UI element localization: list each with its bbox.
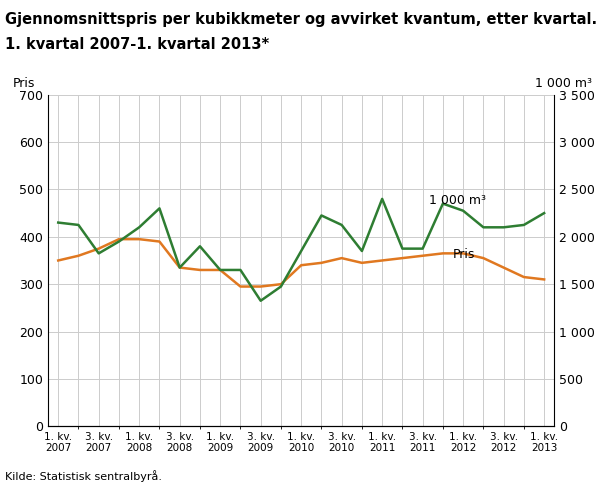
- Text: 1 000 m³: 1 000 m³: [535, 77, 592, 90]
- Text: 1. kvartal 2007-1. kvartal 2013*: 1. kvartal 2007-1. kvartal 2013*: [5, 37, 269, 52]
- Text: Gjennomsnittspris per kubikkmeter og avvirket kvantum, etter kvartal.: Gjennomsnittspris per kubikkmeter og avv…: [5, 12, 597, 27]
- Text: Pris: Pris: [13, 77, 35, 90]
- Text: Kilde: Statistisk sentralbyrå.: Kilde: Statistisk sentralbyrå.: [5, 470, 162, 482]
- Text: 1 000 m³: 1 000 m³: [429, 194, 486, 206]
- Text: Pris: Pris: [453, 248, 475, 261]
